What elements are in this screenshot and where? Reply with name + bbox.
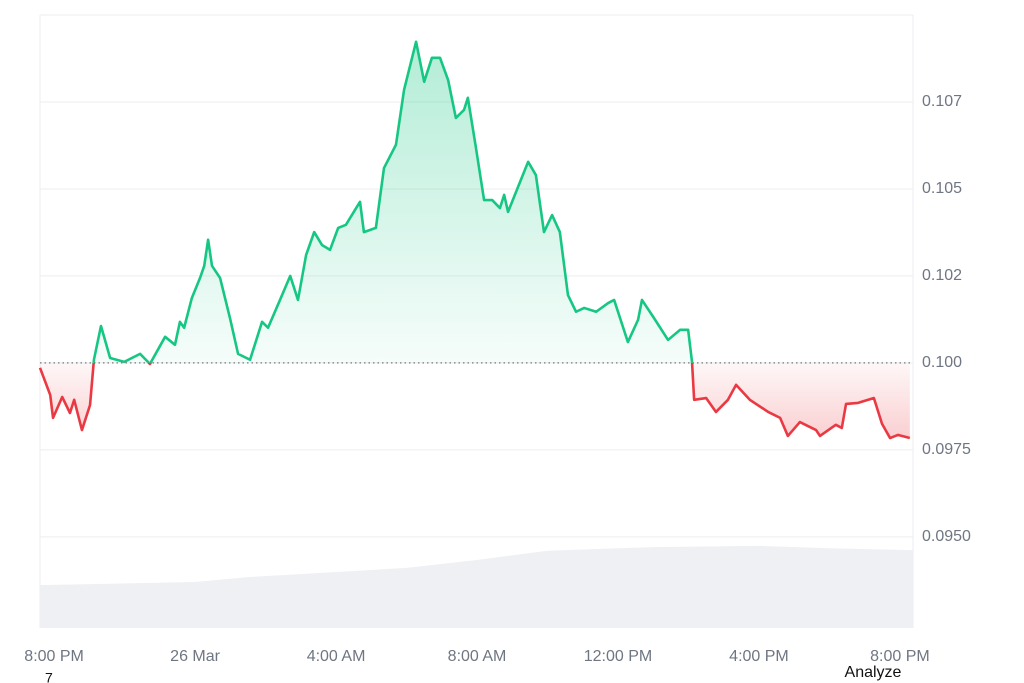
x-tick-label: 26 Mar: [170, 648, 220, 665]
y-tick-label: 0.105: [922, 180, 962, 197]
x-tick-label: 12:00 PM: [584, 648, 652, 665]
y-tick-label: 0.107: [922, 93, 962, 110]
price-line-down: [38, 362, 911, 440]
y-tick-label: 0.102: [922, 267, 962, 284]
x-tick-label: 4:00 AM: [307, 648, 366, 665]
price-line-up: [92, 40, 694, 363]
y-tick-label: 0.0950: [922, 528, 971, 545]
x-tick-label: 8:00 PM: [870, 648, 930, 665]
footer-number: 7: [45, 670, 53, 683]
analyze-button[interactable]: Analyze: [845, 664, 902, 681]
y-tick-label: 0.100: [922, 354, 962, 371]
area-down: [40, 362, 910, 439]
x-tick-label: 4:00 PM: [729, 648, 789, 665]
volume-area: [40, 545, 913, 628]
x-tick-label: 8:00 AM: [448, 648, 507, 665]
area-up: [40, 41, 910, 363]
y-tick-label: 0.0975: [922, 441, 971, 458]
x-tick-label: 8:00 PM: [24, 648, 84, 665]
